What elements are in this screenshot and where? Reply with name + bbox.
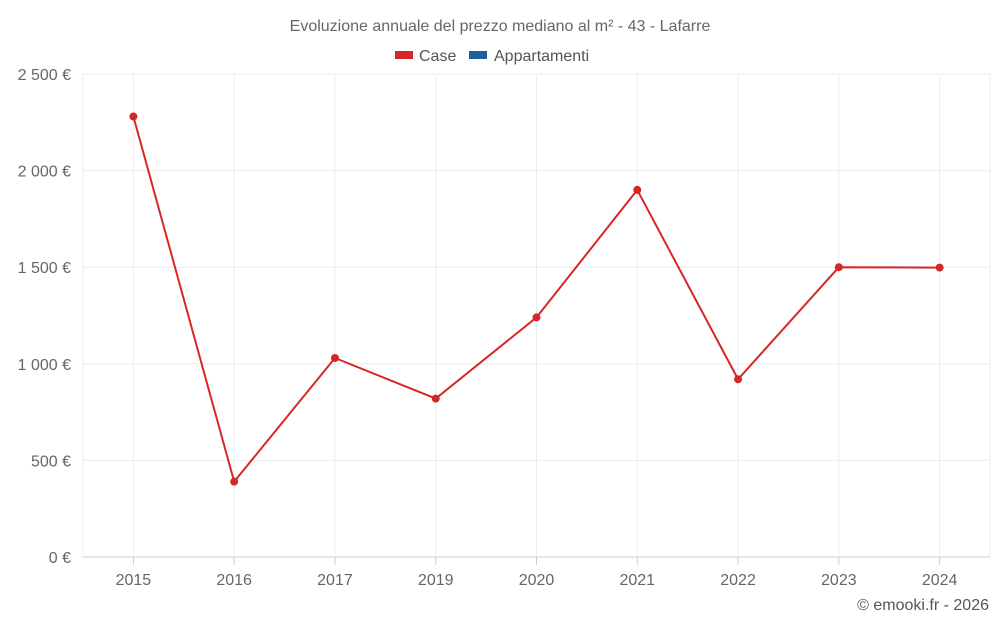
x-tick-label: 2017 bbox=[317, 572, 353, 589]
x-tick-label: 2020 bbox=[519, 572, 555, 589]
x-tick-label: 2016 bbox=[216, 572, 252, 589]
x-tick-label: 2023 bbox=[821, 572, 857, 589]
data-point[interactable] bbox=[935, 263, 944, 272]
x-tick-label: 2022 bbox=[720, 572, 756, 589]
data-point[interactable] bbox=[734, 375, 743, 384]
grid bbox=[82, 73, 991, 558]
chart-title: Evoluzione annuale del prezzo mediano al… bbox=[290, 18, 711, 35]
legend: Case Appartamenti bbox=[395, 48, 589, 65]
data-point[interactable] bbox=[129, 112, 138, 121]
x-tick-label: 2021 bbox=[619, 572, 655, 589]
y-tick-label: 1 500 € bbox=[18, 260, 71, 277]
data-point[interactable] bbox=[532, 313, 541, 322]
legend-label-case[interactable]: Case bbox=[419, 48, 456, 65]
credit-text: © emooki.fr - 2026 bbox=[857, 597, 989, 614]
y-tick-label: 0 € bbox=[49, 550, 71, 567]
y-tick-label: 500 € bbox=[31, 453, 71, 470]
x-tick-label: 2019 bbox=[418, 572, 454, 589]
data-point[interactable] bbox=[633, 185, 642, 194]
legend-label-appartamenti[interactable]: Appartamenti bbox=[494, 48, 589, 65]
data-point[interactable] bbox=[431, 394, 440, 403]
legend-swatch-appartamenti bbox=[469, 51, 487, 59]
legend-swatch-case bbox=[395, 51, 413, 59]
y-axis: 0 € 500 € 1 000 € 1 500 € 2 000 € 2 500 € bbox=[18, 67, 71, 567]
x-tick-label: 2024 bbox=[922, 572, 958, 589]
x-tick-label: 2015 bbox=[116, 572, 152, 589]
series-layer bbox=[129, 112, 944, 486]
x-axis: 2015 2016 2017 2019 2020 2021 2022 2023 2024 bbox=[116, 557, 958, 589]
data-point[interactable] bbox=[330, 354, 339, 363]
data-point[interactable] bbox=[230, 477, 239, 486]
data-point[interactable] bbox=[834, 263, 843, 272]
y-tick-label: 1 000 € bbox=[18, 357, 71, 374]
y-tick-label: 2 500 € bbox=[18, 67, 71, 84]
y-tick-label: 2 000 € bbox=[18, 164, 71, 181]
